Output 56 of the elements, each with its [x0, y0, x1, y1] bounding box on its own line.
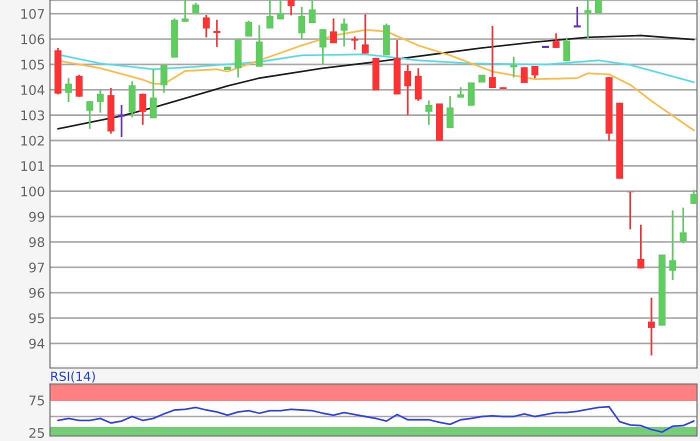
candlestick — [648, 296, 655, 356]
y-tick-label: 25 — [29, 428, 44, 438]
candlestick — [626, 190, 634, 230]
candlestick — [425, 100, 432, 126]
candlestick — [202, 14, 210, 38]
y-tick-label: 95 — [29, 313, 44, 324]
candlestick — [150, 68, 157, 120]
candlestick — [669, 210, 676, 281]
candlestick — [362, 14, 369, 54]
y-tick-label: 103 — [21, 110, 44, 120]
candlestick — [65, 77, 72, 103]
candlestick — [245, 20, 252, 38]
candlestick — [340, 18, 348, 48]
y-tick-label: 98 — [29, 237, 44, 248]
candlestick — [182, 0, 189, 23]
candlestick — [489, 25, 496, 89]
candlestick — [414, 67, 422, 102]
y-tick-label: 107 — [21, 8, 44, 19]
y-tick-label: 94 — [29, 338, 44, 349]
candlestick — [288, 0, 295, 16]
candlestick — [213, 18, 220, 48]
chart-title: RSI(14) — [51, 371, 95, 383]
candlestick — [531, 65, 538, 79]
candlestick — [520, 66, 528, 84]
candlestick — [680, 206, 687, 244]
y-tick-label: 105 — [21, 60, 44, 70]
candlestick — [319, 28, 326, 66]
candlestick — [594, 0, 602, 14]
candlestick — [298, 6, 306, 40]
y-tick-label: 106 — [21, 34, 44, 44]
candlestick — [139, 92, 146, 126]
candlestick — [584, 0, 592, 40]
candlestick — [86, 100, 94, 130]
candlestick — [468, 82, 475, 107]
candlestick — [330, 18, 337, 44]
y-tick-label: 100 — [21, 186, 44, 196]
candlestick — [690, 189, 697, 205]
y-tick-label: 96 — [29, 288, 44, 298]
line-series — [57, 406, 695, 433]
candlestick — [96, 90, 104, 114]
y-tick-label: 97 — [29, 262, 44, 273]
candlestick — [76, 74, 83, 98]
candlestick — [446, 95, 454, 129]
y-tick-label: 75 — [29, 396, 44, 406]
y-tick-label: 102 — [21, 136, 44, 146]
y-tick-label: 101 — [21, 161, 44, 172]
candlestick — [308, 0, 316, 24]
y-tick-label: 99 — [29, 212, 44, 222]
candlestick — [552, 32, 560, 49]
candlestick — [404, 64, 412, 116]
y-tick-label: 104 — [21, 85, 44, 95]
candlestick — [637, 224, 644, 270]
candlestick — [277, 0, 284, 20]
candlestick — [160, 64, 168, 94]
candlestick — [266, 0, 274, 30]
candlestick — [563, 36, 570, 62]
